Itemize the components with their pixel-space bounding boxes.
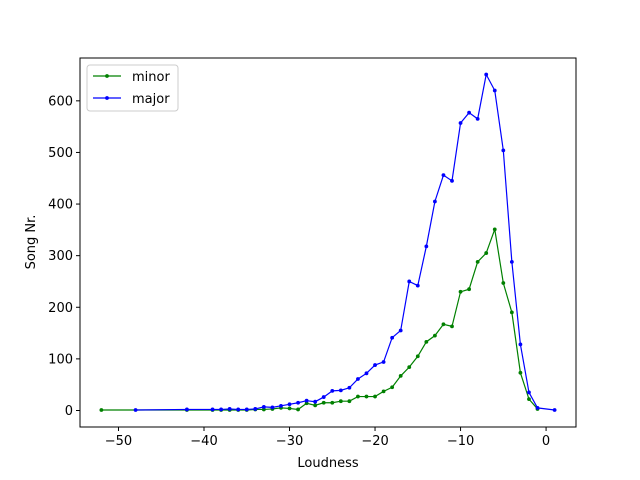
- plot-frame: [79, 57, 577, 428]
- data-point-minor: [424, 339, 429, 344]
- data-point-major: [185, 407, 189, 412]
- data-point-major: [475, 117, 480, 121]
- data-point-major: [227, 407, 232, 411]
- data-point-major: [535, 406, 540, 410]
- series-major: [133, 72, 557, 412]
- data-point-minor: [441, 322, 446, 327]
- y-tick-label: 100: [48, 352, 73, 367]
- x-tick-label: −30: [276, 434, 303, 449]
- data-point-major: [253, 407, 258, 411]
- data-point-major: [484, 72, 489, 77]
- data-point-minor: [492, 227, 497, 232]
- data-point-major: [492, 88, 497, 93]
- series-layer: [99, 72, 557, 412]
- data-point-major: [133, 408, 138, 412]
- data-point-minor: [99, 408, 104, 412]
- data-point-major: [261, 404, 266, 409]
- data-point-major: [424, 244, 429, 249]
- x-axis-label: Loudness: [297, 456, 358, 471]
- data-point-major: [356, 377, 360, 381]
- data-point-major: [373, 363, 377, 367]
- data-point-major: [407, 279, 412, 284]
- legend: minor major: [86, 64, 179, 112]
- data-point-major: [509, 259, 514, 264]
- data-point-major: [364, 371, 369, 376]
- y-tick-label: 0: [65, 404, 73, 419]
- y-axis: 0 100 200 300 400 500 600: [48, 94, 80, 419]
- legend-marker-major: [105, 96, 109, 100]
- data-point-minor: [407, 365, 412, 370]
- data-point-minor: [330, 400, 335, 405]
- data-point-minor: [415, 354, 420, 359]
- data-point-major: [458, 121, 463, 125]
- data-point-minor: [475, 259, 480, 264]
- x-tick-label: −20: [361, 434, 388, 449]
- data-point-major: [244, 407, 249, 412]
- data-point-major: [236, 407, 241, 412]
- y-axis-label: Song Nr.: [24, 215, 39, 270]
- y-tick-label: 600: [48, 94, 73, 109]
- data-point-major: [467, 110, 471, 115]
- data-point-minor: [501, 281, 506, 285]
- data-point-minor: [518, 370, 523, 375]
- data-point-major: [321, 395, 326, 399]
- y-tick-label: 500: [48, 146, 73, 161]
- data-point-minor: [381, 389, 386, 394]
- data-point-major: [381, 360, 386, 364]
- data-point-minor: [356, 394, 360, 399]
- x-tick-label: 0: [542, 434, 550, 449]
- data-point-minor: [484, 251, 489, 255]
- data-point-minor: [364, 394, 369, 399]
- data-point-minor: [313, 403, 318, 408]
- data-point-minor: [287, 406, 292, 411]
- x-tick-label: −10: [447, 434, 474, 449]
- x-axis: −50 −40 −30 −20 −10 0: [105, 427, 550, 449]
- data-point-major: [270, 405, 275, 410]
- data-point-major: [527, 390, 531, 395]
- data-point-minor: [338, 399, 343, 404]
- data-point-major: [552, 408, 557, 412]
- legend-label-minor: minor: [132, 70, 170, 85]
- data-point-major: [433, 199, 437, 204]
- data-point-minor: [321, 400, 326, 405]
- data-point-minor: [398, 374, 403, 378]
- data-point-major: [210, 407, 215, 412]
- data-point-major: [390, 335, 395, 340]
- data-point-minor: [347, 399, 352, 404]
- data-point-major: [501, 148, 506, 153]
- data-point-minor: [390, 385, 395, 390]
- y-tick-label: 200: [48, 301, 73, 316]
- data-point-major: [313, 399, 318, 404]
- data-point-minor: [450, 324, 454, 329]
- data-point-major: [518, 342, 523, 347]
- data-point-major: [330, 388, 335, 393]
- data-point-major: [450, 178, 454, 183]
- y-tick-label: 300: [48, 249, 73, 264]
- data-point-major: [441, 173, 446, 178]
- data-point-minor: [373, 394, 377, 399]
- x-tick-label: −40: [190, 434, 217, 449]
- x-tick-label: −50: [105, 434, 132, 449]
- data-point-major: [304, 398, 309, 403]
- data-point-major: [287, 402, 292, 407]
- data-point-minor: [458, 289, 463, 294]
- data-point-major: [338, 388, 343, 393]
- data-point-minor: [433, 333, 437, 338]
- data-point-major: [398, 328, 403, 333]
- data-point-major: [219, 407, 224, 412]
- data-point-minor: [527, 397, 531, 402]
- data-point-major: [296, 400, 300, 405]
- data-point-minor: [467, 287, 471, 292]
- data-point-minor: [509, 310, 514, 315]
- data-point-minor: [296, 407, 300, 412]
- data-point-major: [347, 385, 352, 390]
- y-tick-label: 400: [48, 198, 73, 213]
- data-point-major: [279, 403, 283, 408]
- legend-label-major: major: [132, 92, 170, 107]
- data-point-major: [415, 283, 420, 288]
- legend-marker-minor: [105, 74, 109, 78]
